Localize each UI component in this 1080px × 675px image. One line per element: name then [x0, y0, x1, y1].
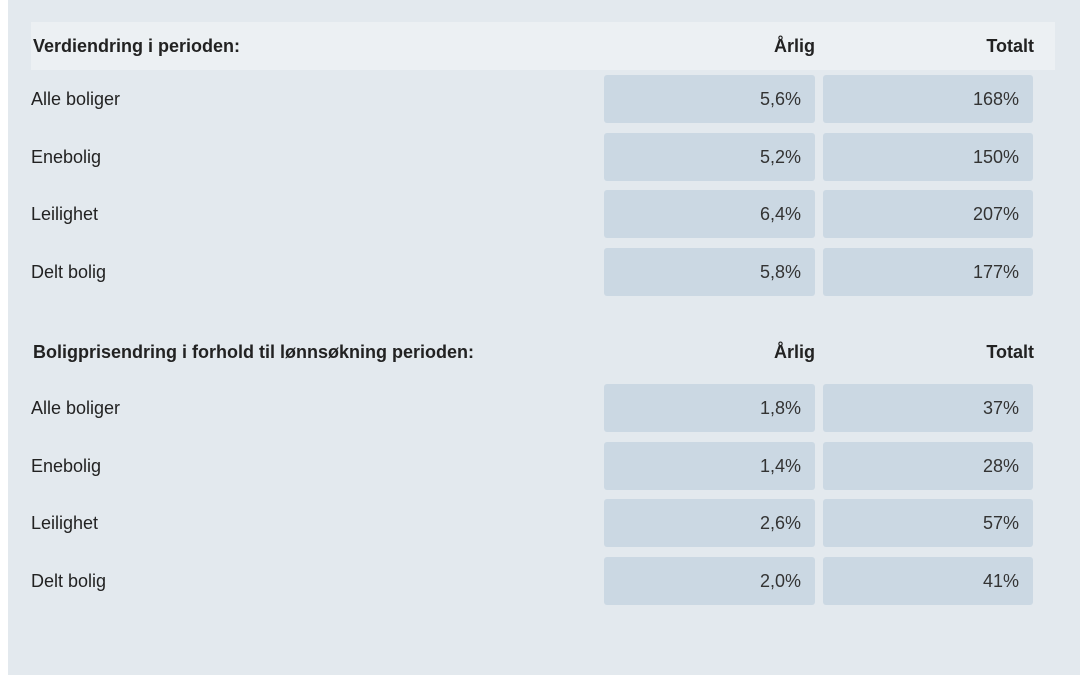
- row-label: Enebolig: [31, 147, 102, 167]
- annual-value: 5,6%: [604, 75, 815, 123]
- annual-value: 5,2%: [604, 133, 815, 181]
- annual-value: 2,0%: [604, 557, 815, 605]
- table-row: Leilighet 2,6% 57%: [8, 499, 1080, 547]
- total-value: 57%: [823, 499, 1033, 547]
- table-row: Enebolig 5,2% 150%: [8, 133, 1080, 181]
- total-value: 150%: [823, 133, 1033, 181]
- table-row: Enebolig 1,4% 28%: [8, 442, 1080, 490]
- total-value: 168%: [823, 75, 1033, 123]
- row-label: Leilighet: [31, 513, 99, 533]
- annual-column-header: Årlig: [773, 36, 815, 56]
- price-vs-wage-header: Boligprisendring i forhold til lønnsøkni…: [31, 328, 1055, 376]
- table-row: Alle boliger 5,6% 168%: [8, 75, 1080, 123]
- total-value: 28%: [823, 442, 1033, 490]
- stats-panel: Verdiendring i perioden: Årlig Totalt Al…: [8, 0, 1080, 675]
- total-value: 37%: [823, 384, 1033, 432]
- table-row: Delt bolig 5,8% 177%: [8, 248, 1080, 296]
- row-label: Leilighet: [31, 204, 99, 224]
- row-label: Delt bolig: [31, 262, 107, 282]
- total-value: 41%: [823, 557, 1033, 605]
- annual-value: 1,8%: [604, 384, 815, 432]
- total-column-header: Totalt: [986, 36, 1034, 56]
- row-label: Delt bolig: [31, 571, 107, 591]
- annual-value: 5,8%: [604, 248, 815, 296]
- annual-value: 2,6%: [604, 499, 815, 547]
- annual-column-header: Årlig: [773, 342, 815, 362]
- row-label: Alle boliger: [31, 89, 121, 109]
- table-row: Leilighet 6,4% 207%: [8, 190, 1080, 238]
- price-vs-wage-title: Boligprisendring i forhold til lønnsøkni…: [33, 342, 474, 362]
- table-row: Alle boliger 1,8% 37%: [8, 384, 1080, 432]
- total-column-header: Totalt: [986, 342, 1034, 362]
- value-change-title: Verdiendring i perioden:: [33, 36, 241, 56]
- annual-value: 1,4%: [604, 442, 815, 490]
- annual-value: 6,4%: [604, 190, 815, 238]
- value-change-header: Verdiendring i perioden: Årlig Totalt: [31, 22, 1055, 70]
- total-value: 177%: [823, 248, 1033, 296]
- table-row: Delt bolig 2,0% 41%: [8, 557, 1080, 605]
- total-value: 207%: [823, 190, 1033, 238]
- row-label: Enebolig: [31, 456, 102, 476]
- row-label: Alle boliger: [31, 398, 121, 418]
